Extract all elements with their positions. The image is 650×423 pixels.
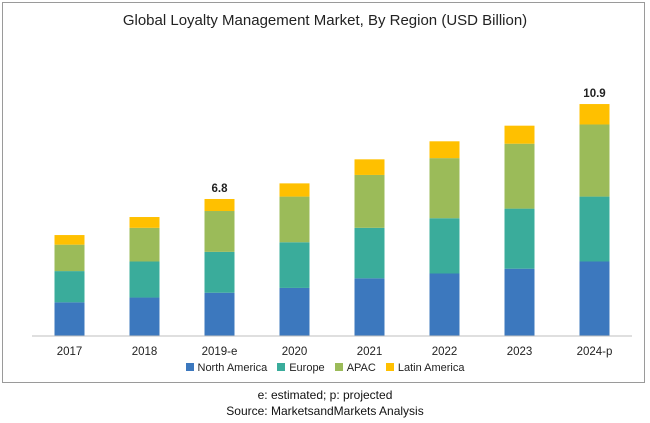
x-tick-label-2023: 2023 [507,346,533,358]
bar-europe-2019-e [204,251,235,293]
legend-item-latin-america: Latin America [385,362,465,374]
x-tick-label-2024-p: 2024-p [577,346,613,358]
bar-latin-america-2021 [354,159,385,175]
legend-swatch-apac [334,363,343,371]
legend-label-europe: Europe [289,362,325,374]
source-note: Source: MarketsandMarkets Analysis [226,404,424,418]
bar-north-america-2020 [279,287,310,336]
x-tick-label-2017: 2017 [57,346,83,358]
legend-label-latin-america: Latin America [397,362,465,374]
legend-label-apac: APAC [346,362,376,374]
bar-north-america-2021 [354,278,385,336]
x-tick-labels: 2017 2018 2019-e 2020 2021 2022 2023 2024-p [57,346,613,358]
legend-swatch-europe [277,363,286,371]
x-tick-label-2019-e: 2019-e [202,346,238,358]
bar-latin-america-2020 [279,183,310,197]
bar-north-america-2024-p [579,261,610,336]
bar-north-america-2022 [429,273,460,336]
bar-latin-america-2018 [129,217,160,228]
bar-north-america-2018 [129,297,160,336]
bar-apac-2020 [279,196,310,243]
bar-apac-2019-e [204,211,235,252]
bar-north-america-2023 [504,268,535,336]
bar-europe-2017 [54,271,85,303]
total-label-2019-e: 6.8 [212,183,229,195]
legend-swatch-north-america [185,363,194,371]
bar-latin-america-2023 [504,125,535,144]
bar-latin-america-2017 [54,235,85,245]
bar-latin-america-2022 [429,141,460,159]
bar-north-america-2017 [54,302,85,336]
bar-europe-2022 [429,218,460,274]
footnote: e: estimated; p: projected [257,388,393,402]
chart-title: Global Loyalty Management Market, By Reg… [122,12,528,29]
bar-europe-2021 [354,227,385,279]
bar-latin-america-2019-e [204,198,235,212]
legend: North America Europe APAC Latin America [0,362,650,374]
bar-apac-2024-p [579,124,610,197]
bar-europe-2018 [129,261,160,298]
bar-apac-2023 [504,143,535,209]
chart-frame [2,2,645,383]
bar-europe-2024-p [579,196,610,262]
bars-layer [54,104,610,336]
legend-swatch-latin-america [385,363,394,371]
bar-latin-america-2024-p [579,104,610,125]
x-tick-label-2020: 2020 [282,346,308,358]
legend-item-europe: Europe [277,362,325,374]
legend-label-north-america: North America [197,362,268,374]
bar-apac-2018 [129,227,160,262]
total-labels: 6.8 10.9 [212,88,606,195]
x-tick-label-2021: 2021 [357,346,383,358]
x-tick-label-2022: 2022 [432,346,458,358]
bar-apac-2021 [354,174,385,228]
total-label-2024-p: 10.9 [583,88,605,100]
legend-item-north-america: North America [185,362,268,374]
bar-apac-2017 [54,244,85,272]
x-tick-label-2018: 2018 [132,346,158,358]
bar-europe-2020 [279,242,310,288]
legend-item-apac: APAC [334,362,376,374]
bar-north-america-2019-e [204,292,235,336]
bar-europe-2023 [504,208,535,269]
bar-apac-2022 [429,158,460,219]
